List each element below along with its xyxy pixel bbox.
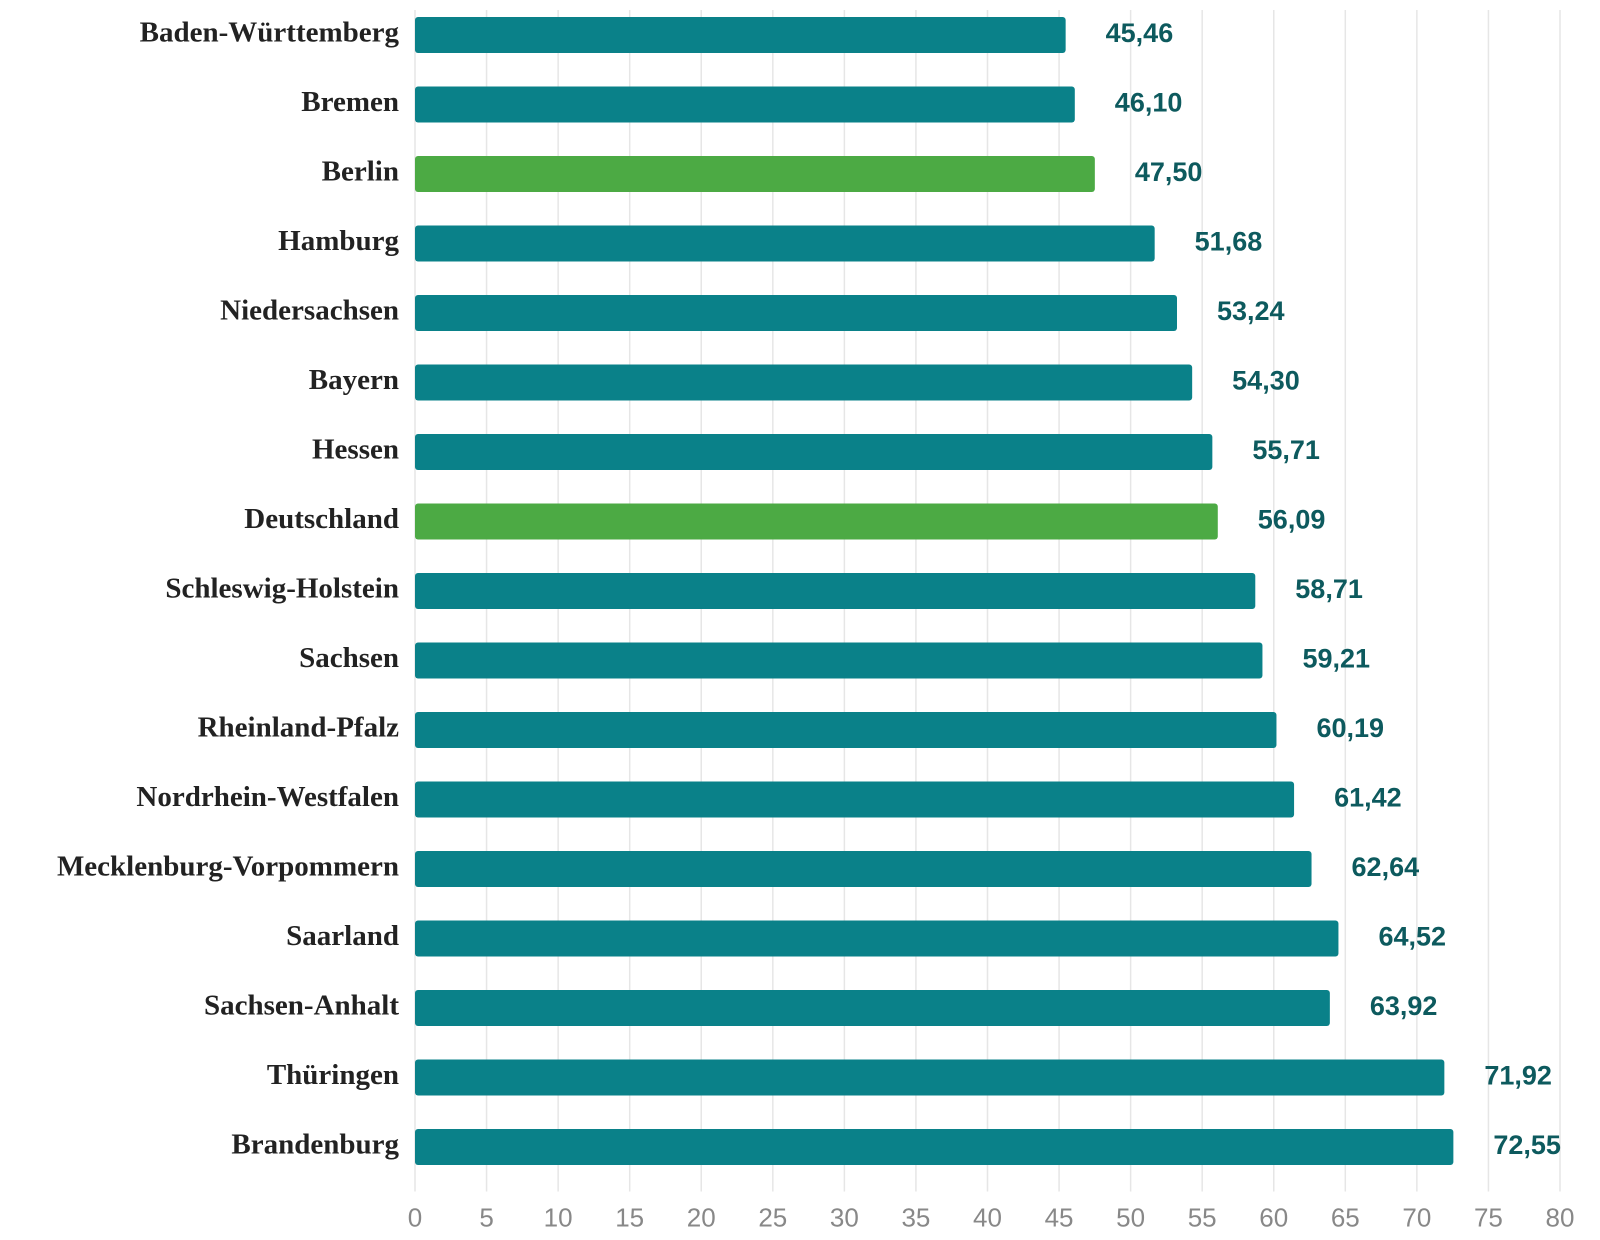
value-label: 53,24 (1217, 296, 1285, 326)
x-tick-label: 0 (408, 1202, 422, 1232)
y-tick-label: Deutschland (244, 503, 399, 535)
y-tick-label: Saarland (286, 920, 399, 952)
bar (415, 920, 1339, 957)
x-tick-label: 80 (1546, 1202, 1575, 1232)
value-label: 59,21 (1302, 644, 1370, 674)
bar (415, 86, 1075, 123)
bar (415, 712, 1277, 748)
x-tick-label: 15 (615, 1202, 644, 1232)
bar (415, 156, 1095, 192)
y-tick-label: Hamburg (278, 225, 399, 257)
bar (415, 573, 1256, 609)
bar (415, 1059, 1445, 1096)
bar (415, 295, 1177, 331)
y-tick-label: Schleswig-Holstein (165, 573, 399, 605)
y-tick-label: Hessen (312, 434, 399, 466)
value-label: 51,68 (1195, 227, 1263, 257)
bar (415, 851, 1312, 887)
value-label: 61,42 (1334, 783, 1402, 813)
value-label: 54,30 (1232, 366, 1300, 396)
value-label: 62,64 (1352, 852, 1420, 882)
x-tick-label: 30 (830, 1202, 859, 1232)
value-label: 71,92 (1484, 1061, 1552, 1091)
x-tick-label: 5 (479, 1202, 493, 1232)
bar (415, 642, 1263, 679)
value-label: 45,46 (1106, 18, 1174, 48)
bar (415, 781, 1295, 818)
value-label: 55,71 (1252, 435, 1320, 465)
y-tick-label: Brandenburg (231, 1129, 399, 1161)
y-tick-label: Nordrhein-Westfalen (136, 781, 399, 813)
value-label: 56,09 (1258, 505, 1326, 535)
x-tick-label: 50 (1116, 1202, 1145, 1232)
value-label: 60,19 (1316, 713, 1384, 743)
x-tick-label: 45 (1045, 1202, 1074, 1232)
x-tick-label: 55 (1188, 1202, 1217, 1232)
value-label: 58,71 (1295, 574, 1363, 604)
bar (415, 17, 1066, 53)
x-tick-label: 35 (901, 1202, 930, 1232)
bar (415, 503, 1218, 540)
y-tick-label: Bayern (309, 364, 399, 396)
y-tick-label: Mecklenburg-Vorpommern (57, 851, 399, 883)
x-tick-label: 60 (1259, 1202, 1288, 1232)
x-tick-label: 25 (758, 1202, 787, 1232)
x-tick-label: 75 (1474, 1202, 1503, 1232)
value-label: 47,50 (1135, 157, 1203, 187)
bar (415, 990, 1330, 1026)
bar (415, 1129, 1454, 1165)
y-tick-label: Baden-Württemberg (140, 17, 400, 49)
bar (415, 225, 1155, 262)
y-tick-label: Berlin (322, 156, 399, 188)
value-label: 46,10 (1115, 88, 1183, 118)
y-tick-label: Thüringen (267, 1059, 399, 1091)
value-label: 64,52 (1378, 922, 1446, 952)
y-tick-label: Niedersachsen (220, 295, 399, 327)
bar (415, 434, 1213, 470)
value-label: 63,92 (1370, 991, 1438, 1021)
y-tick-label: Sachsen-Anhalt (204, 990, 399, 1022)
x-tick-label: 20 (687, 1202, 716, 1232)
x-tick-label: 70 (1402, 1202, 1431, 1232)
value-label: 72,55 (1493, 1130, 1561, 1160)
y-tick-label: Rheinland-Pfalz (198, 712, 400, 744)
bar (415, 364, 1193, 401)
x-tick-label: 10 (544, 1202, 573, 1232)
y-tick-label: Bremen (301, 86, 399, 118)
y-tick-label: Sachsen (299, 642, 399, 674)
x-tick-label: 65 (1331, 1202, 1360, 1232)
x-tick-label: 40 (973, 1202, 1002, 1232)
